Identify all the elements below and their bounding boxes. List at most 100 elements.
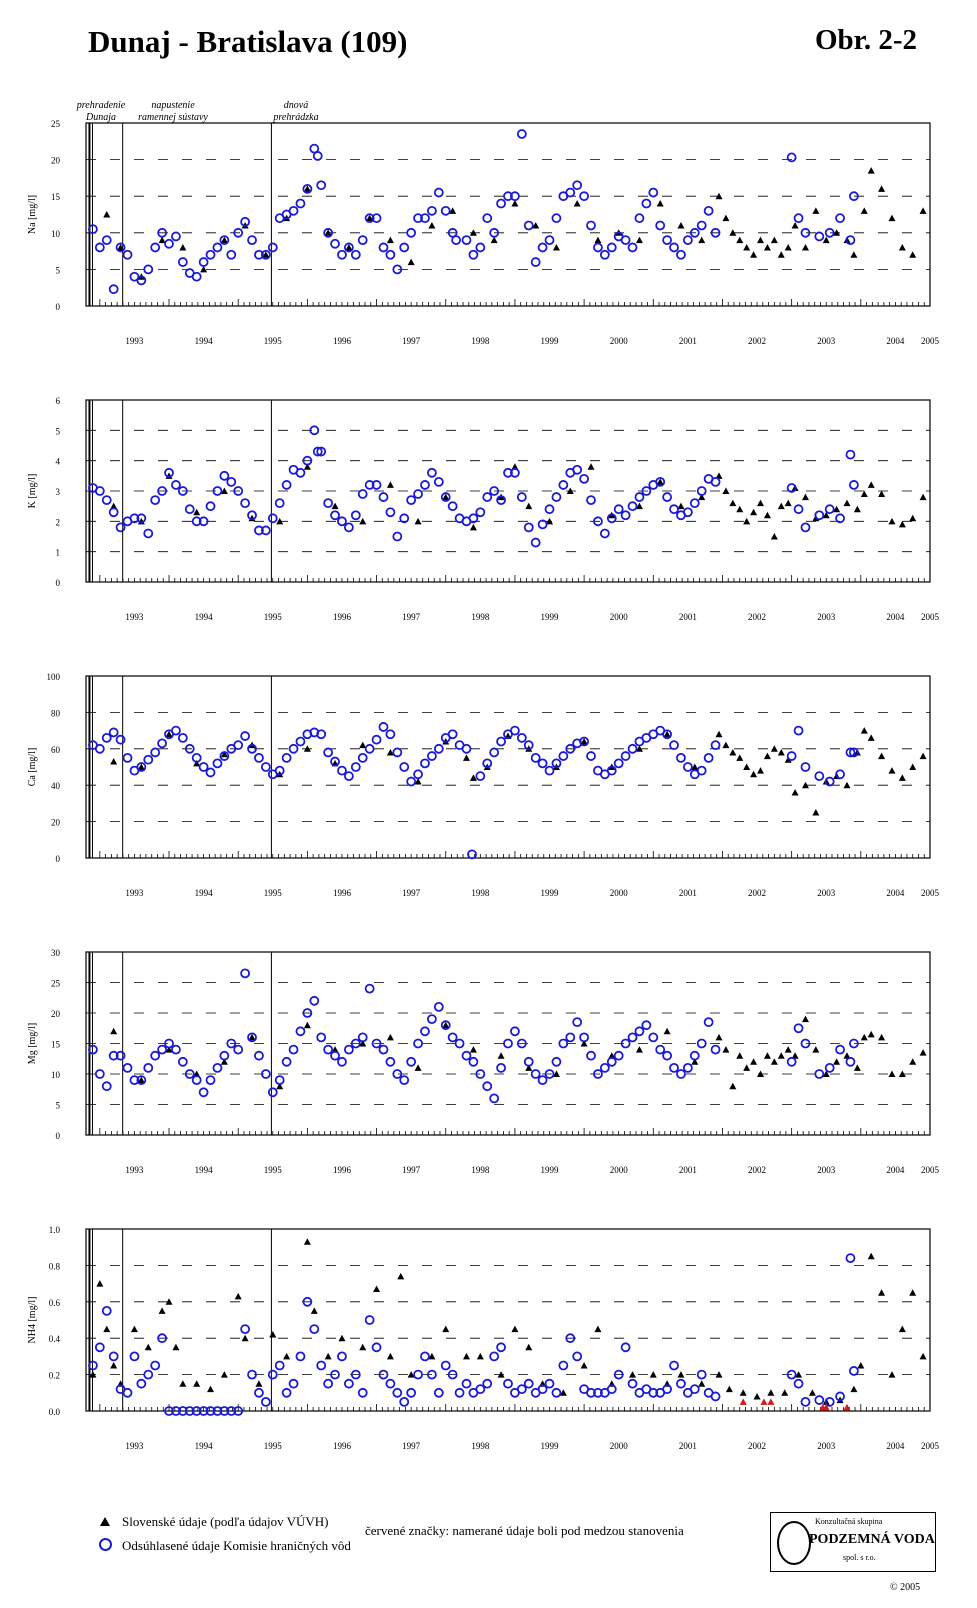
data-point-triangle <box>338 1334 346 1342</box>
data-point-circle <box>323 498 334 509</box>
data-point-triangle <box>736 1052 744 1059</box>
data-point-triangle <box>850 251 858 258</box>
y-axis-label: NH4 [mg/l] <box>27 1297 38 1344</box>
data-point-triangle <box>276 1082 284 1090</box>
data-point-triangle <box>656 200 664 207</box>
data-point-circle <box>226 476 237 487</box>
data-point-triangle <box>552 1070 560 1077</box>
data-point-triangle <box>867 481 875 488</box>
data-point-circle <box>191 753 202 763</box>
data-point-circle <box>343 242 354 253</box>
data-point-triangle <box>269 1331 277 1338</box>
data-point-circle <box>274 498 285 509</box>
data-point-circle <box>669 504 679 515</box>
data-point-circle <box>461 743 472 754</box>
data-point-circle <box>191 1075 202 1085</box>
data-point-triangle <box>812 809 820 816</box>
data-point-triangle <box>795 1371 803 1378</box>
data-point-triangle <box>909 1289 917 1296</box>
data-point-circle <box>371 734 382 745</box>
data-point-circle <box>150 1050 161 1061</box>
x-tick-label: 1993 <box>125 612 144 622</box>
data-point-circle <box>157 1044 167 1055</box>
data-point-circle <box>613 1369 624 1380</box>
data-point-triangle <box>469 229 477 236</box>
data-point-circle <box>350 510 361 521</box>
data-point-circle <box>793 725 804 736</box>
data-point-triangle <box>207 1385 215 1393</box>
x-tick-label: 2003 <box>817 336 836 346</box>
data-point-circle <box>378 722 389 732</box>
data-point-circle <box>558 751 569 761</box>
data-point-circle <box>115 734 126 745</box>
data-point-circle <box>88 224 98 235</box>
data-point-triangle <box>763 511 771 519</box>
data-point-circle <box>579 191 589 202</box>
data-point-circle <box>378 242 389 253</box>
data-point-circle <box>475 242 486 253</box>
data-point-circle <box>212 1063 223 1073</box>
data-point-circle <box>240 1324 251 1334</box>
data-point-circle <box>503 191 513 202</box>
x-tick-label: 1995 <box>264 336 283 346</box>
data-point-triangle <box>763 1052 771 1059</box>
data-point-triangle <box>594 236 602 244</box>
data-point-triangle <box>193 1380 201 1387</box>
data-point-triangle <box>722 487 730 494</box>
data-point-circle <box>330 1369 340 1380</box>
data-point-circle <box>129 1075 140 1085</box>
x-tick-label: 1996 <box>333 888 352 898</box>
data-point-triangle <box>843 499 851 507</box>
data-point-circle <box>115 242 126 253</box>
data-point-circle <box>696 486 707 496</box>
logo-sub-text: spol. s r.o. <box>843 1553 876 1562</box>
data-point-triangle <box>580 738 588 745</box>
red-marks-note: červené značky: namerané údaje boli pod … <box>365 1523 684 1538</box>
data-point-circle <box>88 1360 98 1371</box>
data-point-circle <box>191 271 202 282</box>
data-point-triangle <box>770 236 778 244</box>
data-point-triangle <box>165 1298 173 1305</box>
data-point-circle <box>682 507 693 518</box>
data-point-circle <box>655 476 666 487</box>
data-point-circle <box>496 1342 506 1353</box>
data-point-circle <box>496 198 506 209</box>
data-point-triangle <box>888 214 896 222</box>
data-point-triangle <box>566 487 574 494</box>
data-point-circle <box>586 1387 596 1398</box>
data-point-circle <box>385 729 396 740</box>
data-point-circle <box>586 220 596 231</box>
data-point-circle <box>835 213 845 224</box>
data-point-circle <box>205 1406 216 1416</box>
data-point-circle <box>579 736 589 747</box>
data-point-circle <box>108 1050 119 1061</box>
data-point-triangle <box>801 243 809 251</box>
data-point-circle <box>281 1387 292 1398</box>
logo-name: PODZEMNÁ VODA <box>809 1532 935 1547</box>
data-point-circle <box>648 1032 659 1043</box>
data-point-circle <box>164 467 174 478</box>
data-point-circle <box>274 765 285 776</box>
data-point-circle <box>288 743 299 754</box>
y-tick-label: 25 <box>51 979 61 989</box>
data-point-circle <box>350 249 361 260</box>
data-point-circle <box>406 227 417 238</box>
data-point-circle <box>627 1378 638 1389</box>
data-point-triangle <box>898 243 906 251</box>
data-point-circle <box>710 1391 721 1402</box>
data-point-circle <box>330 238 340 249</box>
data-point-circle <box>606 1056 617 1067</box>
data-point-triangle <box>490 236 498 244</box>
data-point-circle <box>676 249 686 260</box>
y-tick-label: 0 <box>56 302 61 312</box>
data-point-triangle <box>303 185 311 192</box>
data-point-circle <box>420 213 430 224</box>
data-point-circle <box>343 522 354 533</box>
data-point-circle <box>254 249 264 260</box>
data-point-circle <box>682 1063 693 1073</box>
data-point-circle <box>530 1069 541 1079</box>
data-point-circle <box>544 235 555 246</box>
data-point-circle <box>260 525 271 536</box>
data-point-circle <box>662 729 673 740</box>
data-point-triangle <box>345 243 353 251</box>
